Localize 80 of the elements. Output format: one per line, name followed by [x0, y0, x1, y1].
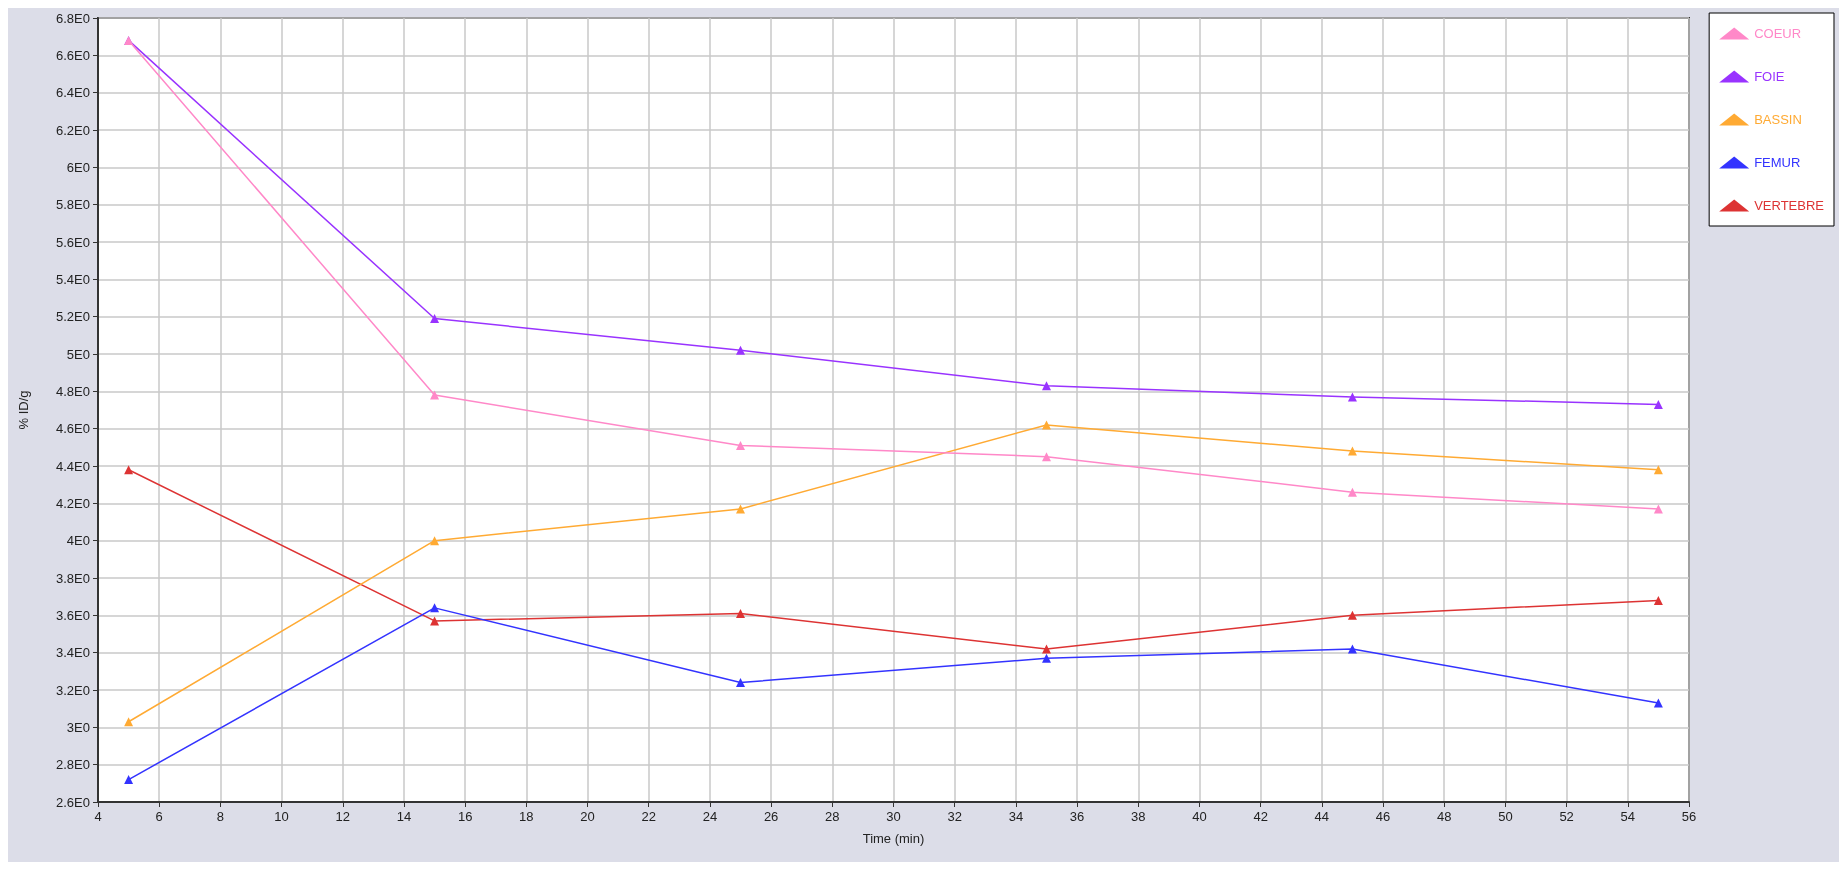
y-tick-label: 3.6E0 — [56, 607, 90, 623]
y-tick-label: 6.8E0 — [56, 10, 90, 26]
y-tick-label: 3E0 — [66, 719, 90, 735]
legend-label: COEUR — [1754, 26, 1802, 41]
point — [1041, 644, 1051, 654]
point — [1041, 381, 1051, 391]
x-tick-label: 38 — [1131, 809, 1146, 824]
point — [430, 314, 440, 324]
legend-label: VERTEBRE — [1754, 198, 1825, 213]
legend-label: BASSIN — [1754, 112, 1802, 127]
x-tick-label: 12 — [335, 809, 350, 824]
point — [1041, 452, 1051, 462]
x-tick-label: 18 — [519, 809, 534, 824]
x-tick-label: 46 — [1375, 809, 1391, 824]
point — [430, 536, 440, 546]
point — [430, 390, 440, 400]
x-tick-label: 14 — [396, 809, 412, 824]
x-tick-label: 36 — [1069, 809, 1085, 824]
y-tick-label: 6.2E0 — [56, 122, 90, 138]
point — [430, 603, 440, 613]
x-tick-label: 20 — [580, 809, 595, 824]
point — [124, 465, 134, 475]
y-tick-label: 5.8E0 — [56, 197, 90, 213]
point — [1041, 653, 1051, 663]
point — [124, 775, 134, 785]
point — [1347, 610, 1357, 620]
point — [124, 717, 134, 727]
point — [1653, 595, 1663, 605]
x-axis-title: Time (min) — [862, 831, 925, 846]
x-tick-label: 32 — [947, 809, 962, 824]
x-tick-label: 26 — [763, 809, 779, 824]
y-tick-label: 6E0 — [66, 159, 90, 175]
x-tick-label: 54 — [1620, 809, 1636, 824]
point — [736, 345, 746, 355]
y-tick-label: 4.6E0 — [56, 421, 90, 437]
y-tick-label: 2.8E0 — [56, 757, 90, 773]
y-tick-label: 2.6E0 — [56, 794, 90, 810]
x-tick-label: 56 — [1681, 809, 1697, 824]
x-tick-label: 28 — [825, 809, 840, 824]
y-tick-label: 5.6E0 — [56, 234, 90, 250]
y-tick-label: 5.4E0 — [56, 271, 90, 287]
point — [736, 608, 746, 618]
point — [736, 504, 746, 514]
x-tick-label: 30 — [886, 809, 901, 824]
x-tick-label: 50 — [1498, 809, 1513, 824]
y-axis-title: % ID/g — [16, 390, 31, 430]
x-tick-label: 22 — [641, 809, 656, 824]
point — [1653, 698, 1663, 708]
point — [1653, 465, 1663, 475]
y-tick-label: 3.4E0 — [56, 645, 90, 661]
y-tick-label: 5.2E0 — [56, 309, 90, 325]
x-tick-label: 48 — [1437, 809, 1452, 824]
legend-label: FEMUR — [1754, 155, 1801, 170]
y-tick-label: 4.8E0 — [56, 383, 90, 399]
point — [736, 440, 746, 450]
legend-label: FOIE — [1754, 69, 1785, 84]
x-tick-label: 16 — [457, 809, 473, 824]
y-tick-label: 4.4E0 — [56, 458, 90, 474]
x-tick-label: 40 — [1192, 809, 1207, 824]
x-tick-label: 6 — [155, 809, 163, 824]
x-tick-label: 44 — [1314, 809, 1330, 824]
y-tick-label: 6.4E0 — [56, 85, 90, 101]
x-tick-label: 42 — [1253, 809, 1268, 824]
point — [736, 678, 746, 688]
x-tick-label: 52 — [1559, 809, 1574, 824]
y-tick-label: 6.6E0 — [56, 47, 90, 63]
x-tick-label: 8 — [216, 809, 224, 824]
point — [1041, 420, 1051, 430]
y-tick-label: 4.2E0 — [56, 495, 90, 511]
y-tick-label: 3.8E0 — [56, 570, 90, 586]
y-tick-label: 4E0 — [66, 533, 90, 549]
x-tick-label: 4 — [94, 809, 102, 824]
x-tick-label: 24 — [702, 809, 718, 824]
x-tick-label: 10 — [274, 809, 289, 824]
point — [1347, 487, 1357, 497]
y-tick-label: 5E0 — [66, 346, 90, 362]
x-tick-label: 34 — [1008, 809, 1024, 824]
point — [1347, 446, 1357, 456]
point — [1653, 399, 1663, 409]
y-tick-label: 3.2E0 — [56, 682, 90, 698]
